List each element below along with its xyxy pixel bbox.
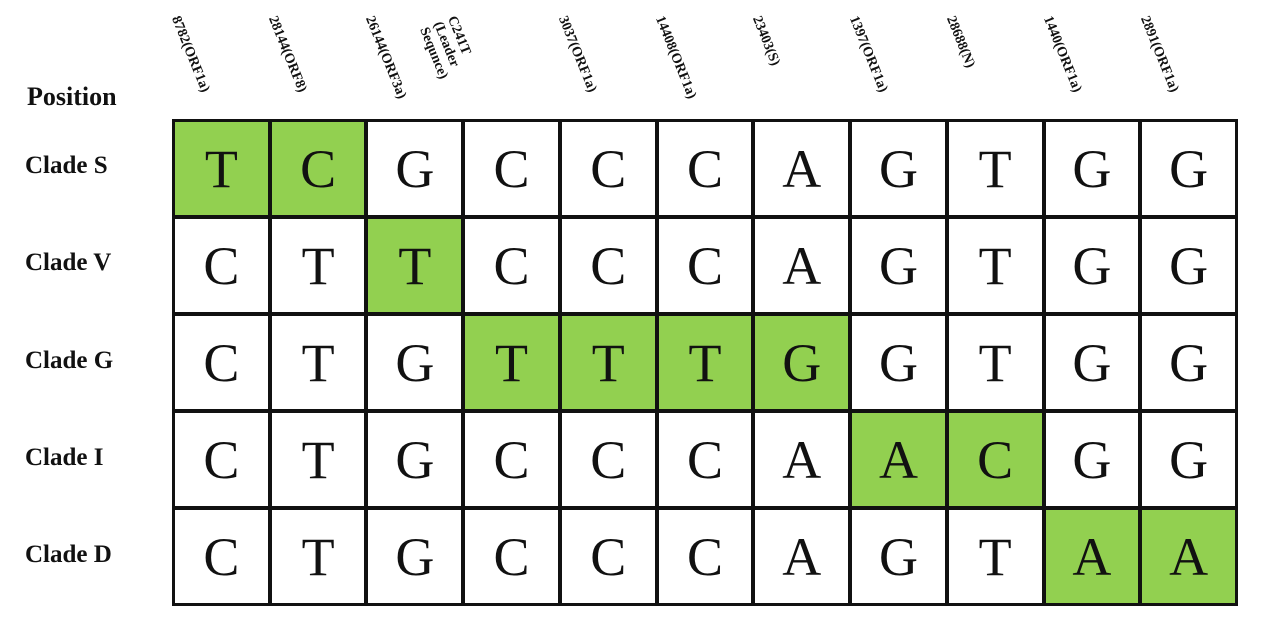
column-header: 26144(ORF3a) [361,14,409,102]
column-header: 1440(ORF1a) [1039,14,1085,95]
row-label-clade: Clade V [25,249,112,277]
base-cell: T [271,413,365,506]
base-cell-highlighted: T [368,219,462,312]
base-cell: G [852,122,945,215]
column-header: 28144(ORF8) [264,14,309,95]
base-cell: G [368,413,462,506]
base-cell: T [948,219,1042,312]
base-cell: C [658,122,752,215]
base-cell-highlighted: A [1142,510,1235,603]
position-label: Position [27,82,117,111]
base-cell: G [1045,316,1139,409]
base-cell: A [755,122,849,215]
base-cell: C [465,510,558,603]
base-cell: C [561,219,655,312]
base-cell: C [465,122,558,215]
base-cell-highlighted: A [1045,510,1139,603]
base-cell: G [368,510,462,603]
base-cell-highlighted: T [175,122,268,215]
row-label-clade: Clade G [25,346,114,374]
base-cell: G [1142,316,1235,409]
base-cell: C [658,510,752,603]
base-cell: C [561,510,655,603]
base-cell: T [271,510,365,603]
base-cell: G [1142,413,1235,506]
base-cell: G [1142,122,1235,215]
base-cell: G [1045,219,1139,312]
base-cell: A [755,219,849,312]
base-cell: C [175,316,268,409]
base-cell: A [755,413,849,506]
base-cell: C [561,413,655,506]
base-cell: G [852,219,945,312]
column-header: 2891(ORF1a) [1136,14,1182,95]
base-cell-highlighted: A [852,413,945,506]
base-cell: T [948,122,1042,215]
base-cell: C [175,510,268,603]
row-label-clade: Clade S [25,151,108,179]
base-cell: C [175,413,268,506]
row-label-clade: Clade I [25,443,104,471]
base-cell: C [465,413,558,506]
base-cell-highlighted: C [948,413,1042,506]
base-cell-highlighted: T [561,316,655,409]
base-cell: T [948,316,1042,409]
base-cell: C [658,413,752,506]
base-cell: A [755,510,849,603]
base-cell: G [852,510,945,603]
base-cell-highlighted: T [658,316,752,409]
column-header: 3037(ORF1a) [555,14,600,95]
base-cell: C [465,219,558,312]
base-cell: G [368,316,462,409]
base-cell: G [368,122,462,215]
base-cell: C [175,219,268,312]
base-cell-highlighted: G [755,316,849,409]
column-header: 8782(ORF1a) [167,14,212,95]
column-header: C241T (Leader Sequnce) [416,14,474,82]
base-cell: G [852,316,945,409]
column-header: 14408(ORF1a) [652,14,700,102]
column-header: 28688(N) [943,14,978,71]
base-cell: G [1045,413,1139,506]
row-label-clade: Clade D [25,541,112,569]
base-cell: T [948,510,1042,603]
base-cell: G [1142,219,1235,312]
base-cell-highlighted: C [271,122,365,215]
base-cell-highlighted: T [465,316,558,409]
base-cell: C [658,219,752,312]
base-cell: T [271,219,365,312]
base-cell: C [561,122,655,215]
column-header: 23403(S) [749,14,783,68]
column-header: 1397(ORF1a) [846,14,891,95]
base-cell: G [1045,122,1139,215]
base-cell: T [271,316,365,409]
